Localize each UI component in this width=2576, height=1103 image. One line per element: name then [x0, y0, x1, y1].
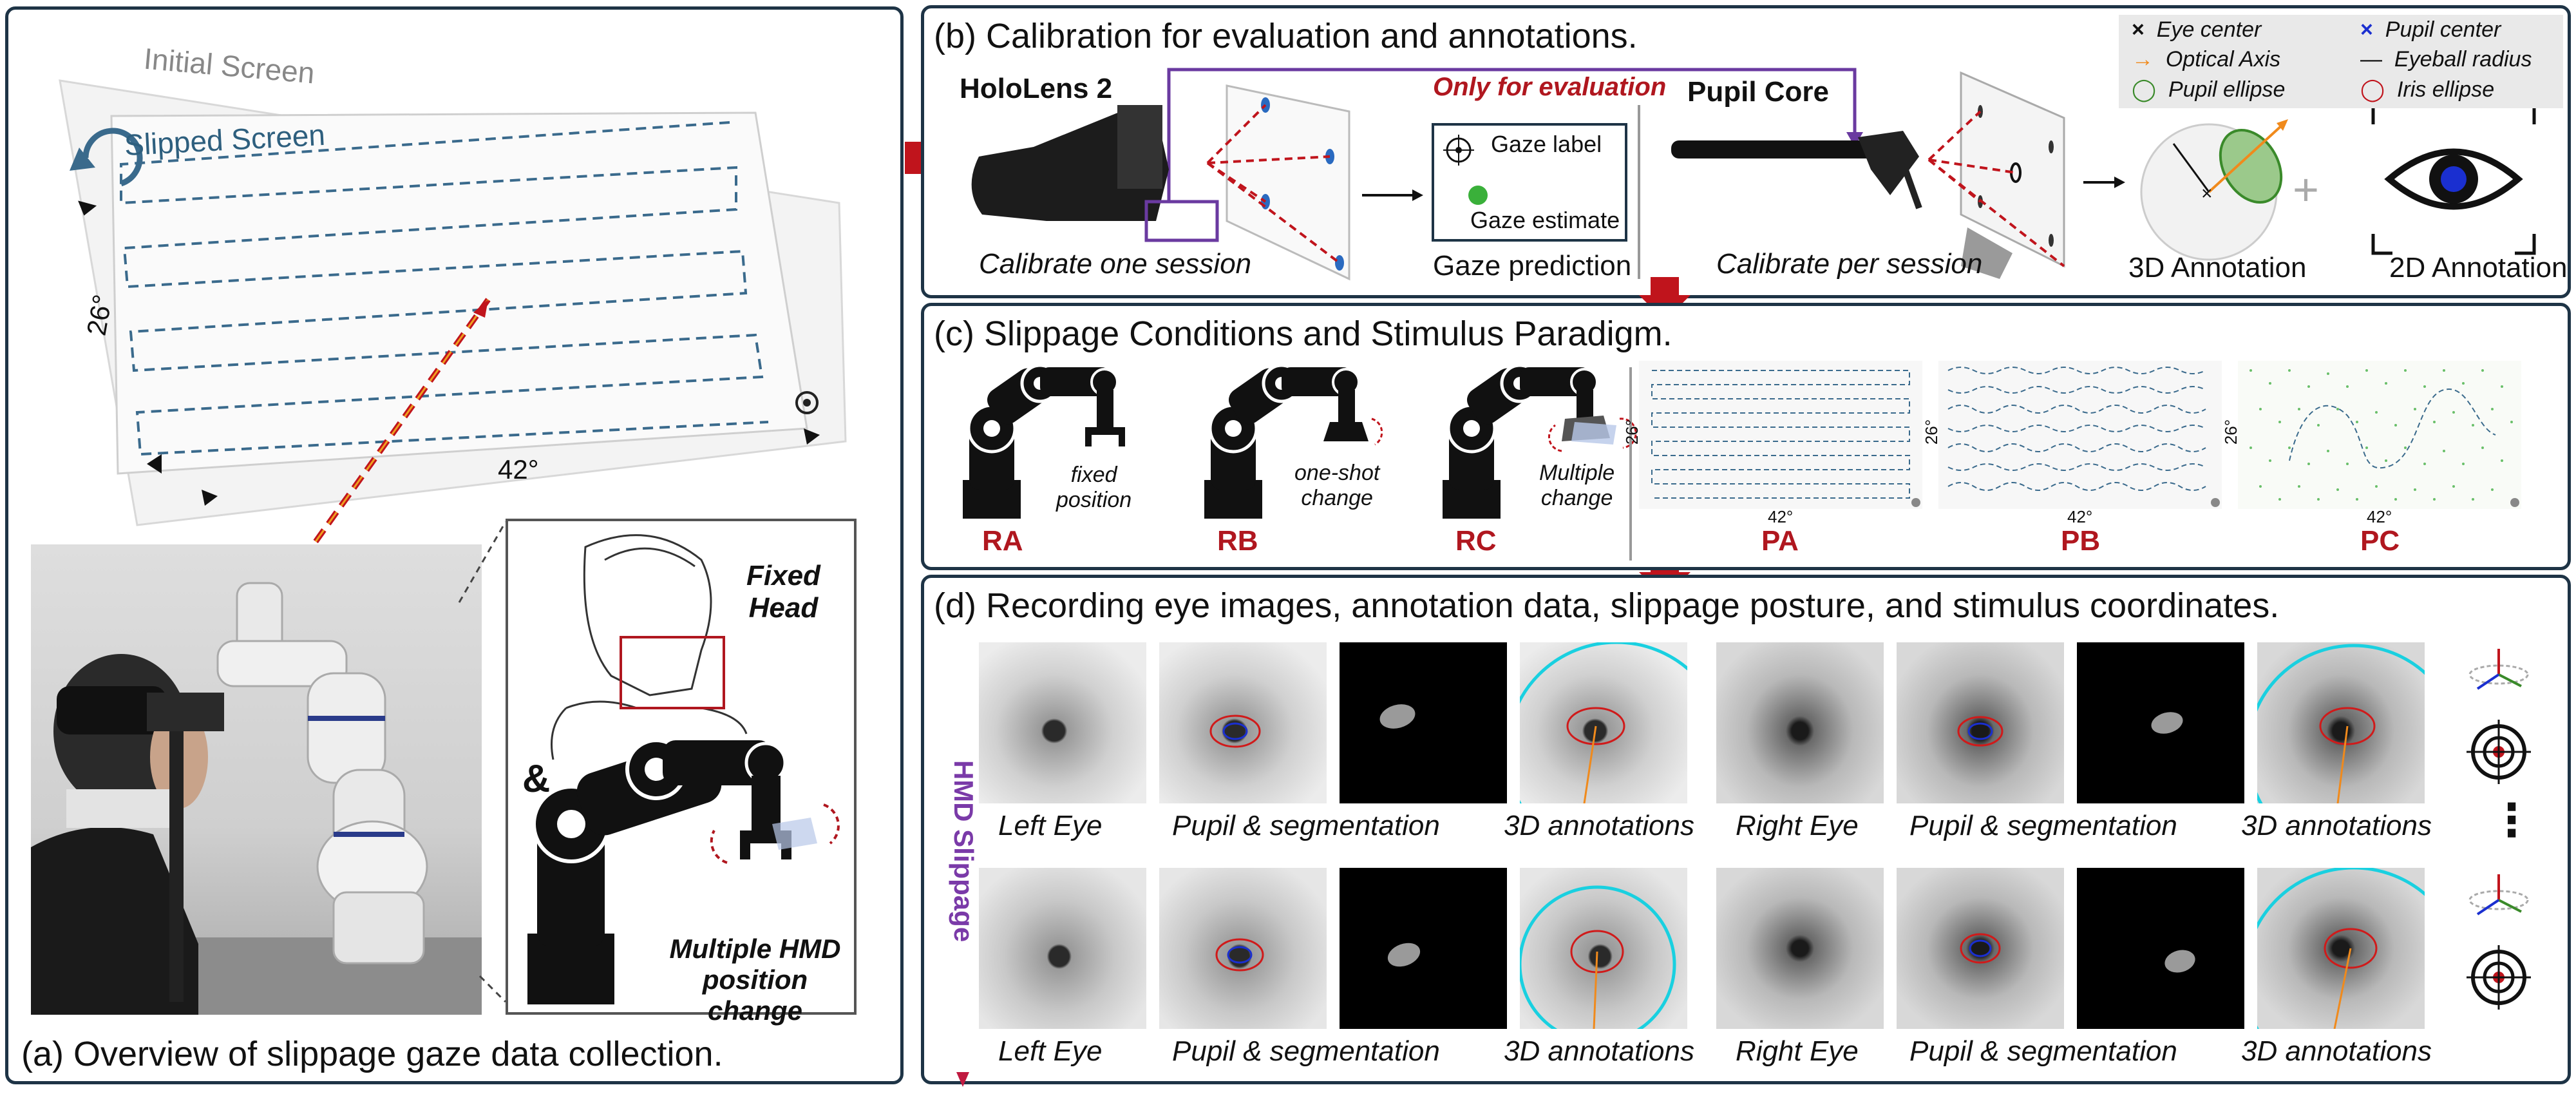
gaze-label-text: Gaze label: [1491, 131, 1602, 157]
rc-desc: Multiple change: [1539, 461, 1615, 510]
robot-rc-icon: [1443, 363, 1637, 519]
pc-dots: [2249, 369, 2513, 501]
plus-sign: +: [2293, 164, 2319, 215]
robot-conditions: [963, 363, 1637, 519]
posture-target-icons: [2467, 649, 2531, 1010]
pupil-seg-img-1: [1159, 642, 1327, 803]
paradigm-plots: [1639, 361, 2521, 509]
gaze-estimate-icon: [1468, 186, 1488, 205]
slippage-arrow: [956, 639, 969, 1087]
pa-h-angle: 42°: [1768, 507, 1794, 526]
panel-d-title: (d) Recording eye images, annotation dat…: [934, 586, 2280, 625]
rb-code: RB: [1217, 525, 1258, 557]
fixed-head-label: Fixed Head: [746, 560, 820, 624]
gaze-prediction-label: Gaze prediction: [1433, 250, 1632, 282]
gaze-estimate-text: Gaze estimate: [1470, 207, 1620, 233]
horizontal-angle-label: 42°: [498, 454, 539, 484]
svg-text:×: ×: [2201, 183, 2213, 204]
pupil-seg-img-2: [1897, 642, 2064, 803]
annot3d-img-2: [2257, 642, 2425, 803]
annotation-2d-label: 2D Annotation: [2389, 252, 2568, 283]
ellipsis-label: ⋮: [2489, 795, 2534, 845]
annot3d-img-3: [1520, 868, 1687, 1029]
legend-eyeball-radius: — Eyeball radius: [2360, 47, 2532, 72]
right-eye-img-1: [1716, 642, 1884, 803]
pb-code: PB: [2061, 525, 2101, 557]
mask-img-3: [1340, 868, 1507, 1029]
multiple-change-label: Multiple HMD position change: [669, 934, 841, 1026]
legend-iris-ellipse: ◯ Iris ellipse: [2360, 77, 2495, 102]
caption-left-eye-1: Left Eye: [998, 810, 1103, 841]
legend-eye-center: × Eye center: [2132, 17, 2262, 42]
calibrate-per-label: Calibrate per session: [1716, 248, 1983, 280]
caption-pupil-seg-3: Pupil & segmentation: [1172, 1035, 1440, 1067]
robot-rb-icon: [1204, 363, 1383, 519]
screen-diagram: [59, 79, 847, 740]
ampersand-label: &: [522, 757, 551, 800]
ra-desc: fixed position: [1056, 463, 1132, 512]
caption-3d-annot-1: 3D annotations: [1504, 810, 1694, 841]
panel-b-title: (b) Calibration for evaluation and annot…: [934, 17, 1638, 55]
pa-v-angle: 26°: [1622, 419, 1642, 445]
legend-optical-axis: → Optical Axis: [2132, 47, 2281, 72]
pc-code: PC: [2360, 525, 2400, 557]
panel-c-divider: [1629, 367, 1632, 561]
panel-a: Initial Screen Slipped Screen 26° 42°: [5, 6, 904, 1084]
caption-left-eye-2: Left Eye: [998, 1035, 1103, 1067]
calibrate-one-label: Calibrate one session: [979, 248, 1252, 280]
rotate-icon: [82, 128, 143, 187]
flow-arrow-b-c: [1639, 277, 1690, 321]
left-eye-img-2: [979, 868, 1146, 1029]
caption-pupil-seg-1: Pupil & segmentation: [1172, 810, 1440, 841]
mask-img-1: [1340, 642, 1507, 803]
right-eye-img-2: [1716, 868, 1884, 1029]
rc-code: RC: [1455, 525, 1497, 557]
pb-h-angle: 42°: [2067, 507, 2093, 526]
legend-pupil-center: × Pupil center: [2360, 17, 2501, 42]
panel-a-caption: (a) Overview of slippage gaze data colle…: [21, 1035, 723, 1073]
pupil-core-label: Pupil Core: [1687, 76, 1830, 108]
legend-pupil-ellipse: ◯ Pupil ellipse: [2132, 77, 2286, 102]
rb-desc: one-shot change: [1294, 461, 1380, 510]
only-eval-label: Only for evaluation: [1433, 73, 1667, 101]
caption-right-eye-2: Right Eye: [1736, 1035, 1859, 1067]
left-eye-img-1: [979, 642, 1146, 803]
pc-v-angle: 26°: [2221, 419, 2241, 445]
legend: × Eye center × Pupil center → Optical Ax…: [2119, 15, 2563, 108]
ra-code: RA: [982, 525, 1023, 557]
robot-ra-icon: [963, 363, 1125, 519]
annot3d-img-1: [1520, 642, 1687, 803]
panel-c: (c) Slippage Conditions and Stimulus Par…: [921, 303, 2571, 570]
caption-3d-annot-4: 3D annotations: [2241, 1035, 2432, 1067]
panel-b: (b) Calibration for evaluation and annot…: [921, 5, 2571, 298]
pa-code: PA: [1761, 525, 1799, 557]
pc-h-angle: 42°: [2367, 507, 2392, 526]
annotation-3d-label: 3D Annotation: [2128, 252, 2307, 283]
caption-pupil-seg-2: Pupil & segmentation: [1909, 810, 2177, 841]
pupil-seg-img-4: [1897, 868, 2064, 1029]
panel-d: (d) Recording eye images, annotation dat…: [921, 575, 2571, 1087]
pupil-seg-img-3: [1159, 868, 1327, 1029]
hmd-slippage-label: HMD Slippage: [949, 760, 980, 943]
trajectory-path: [120, 121, 769, 456]
hololens-label: HoloLens 2: [960, 73, 1113, 104]
inset-box: Fixed Head & Multiple HMD position chang…: [506, 519, 857, 1026]
pb-v-angle: 26°: [1922, 419, 1942, 445]
caption-right-eye-1: Right Eye: [1736, 810, 1859, 841]
mask-img-4: [2077, 868, 2244, 1029]
annot3d-img-4: [2257, 868, 2425, 1029]
calibration-diagram: × +: [971, 68, 2536, 281]
mask-img-2: [2077, 642, 2244, 803]
caption-pupil-seg-4: Pupil & segmentation: [1909, 1035, 2177, 1067]
caption-3d-annot-3: 3D annotations: [1504, 1035, 1694, 1067]
setup-photo: [31, 544, 482, 1015]
target-icon: [795, 391, 819, 414]
panel-c-title: (c) Slippage Conditions and Stimulus Par…: [934, 314, 1672, 353]
caption-3d-annot-2: 3D annotations: [2241, 810, 2432, 841]
